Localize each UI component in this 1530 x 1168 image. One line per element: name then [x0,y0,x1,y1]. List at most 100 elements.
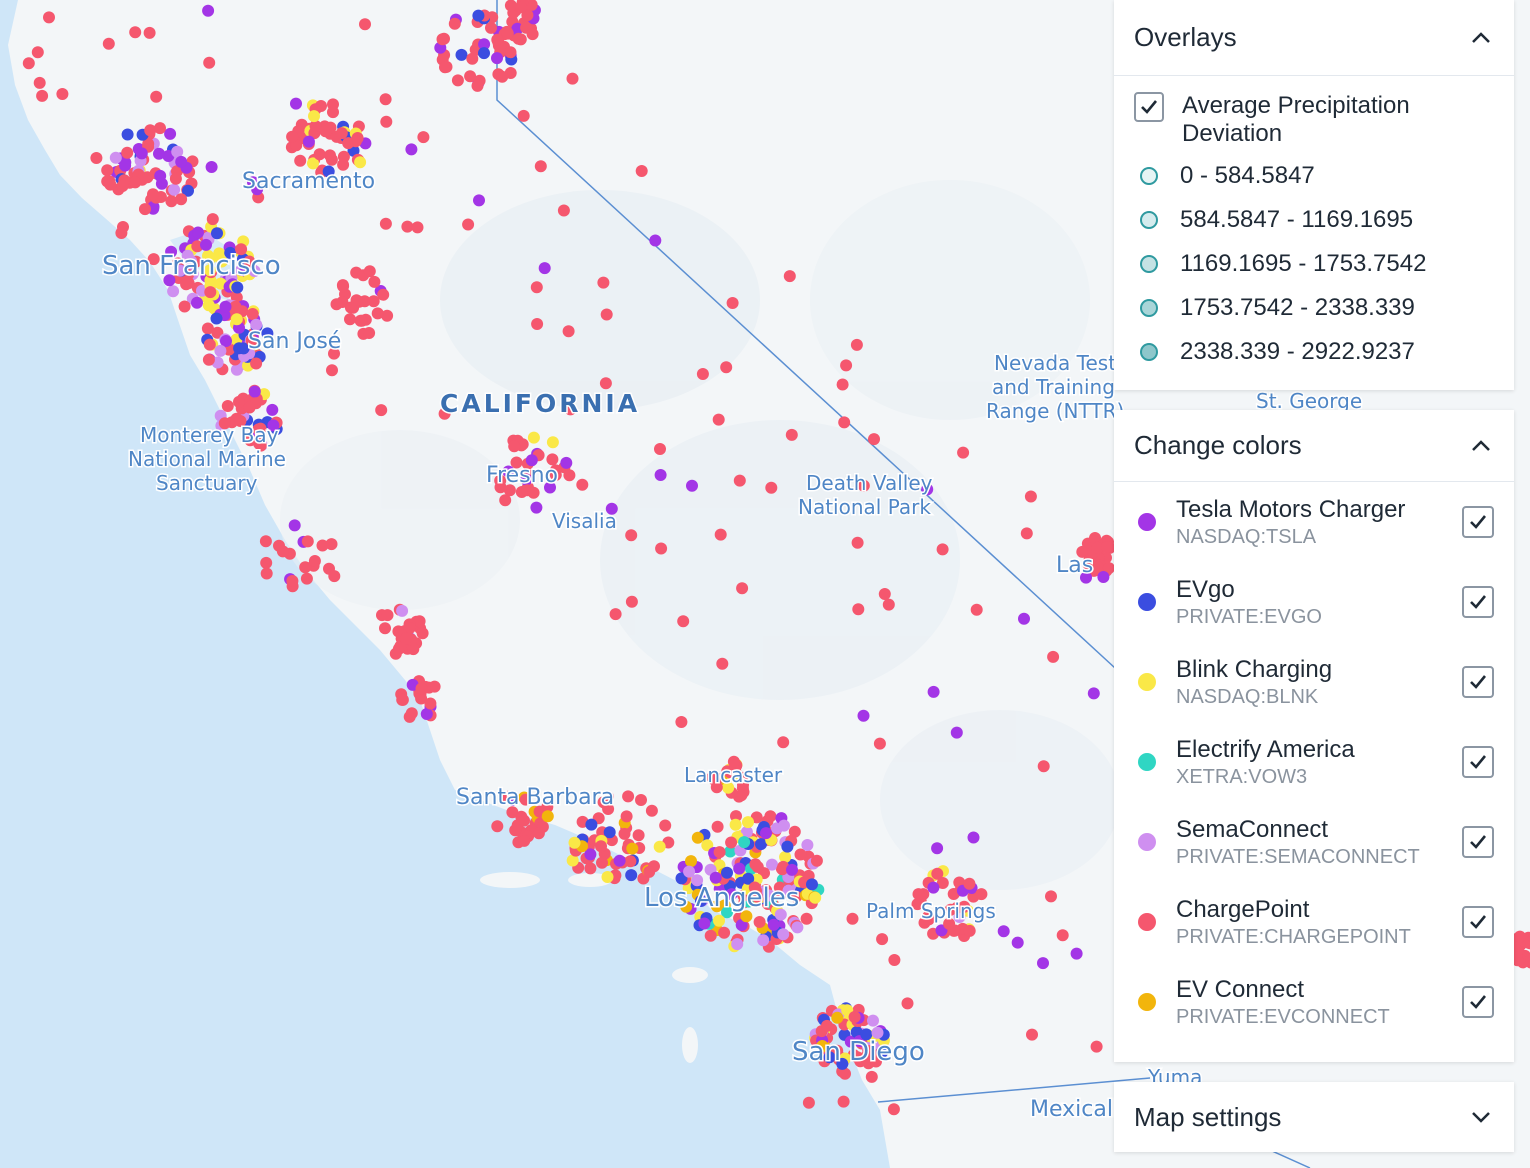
charger-marker[interactable] [527,431,540,444]
charger-marker[interactable] [438,407,451,420]
charger-marker[interactable] [957,446,970,459]
company-row[interactable]: ChargePoint PRIVATE:CHARGEPOINT [1114,882,1514,962]
charger-marker[interactable] [794,848,807,861]
charger-marker[interactable] [266,403,279,416]
charger-marker[interactable] [733,474,746,487]
charger-marker[interactable] [301,535,314,548]
charger-marker[interactable] [848,1011,861,1023]
company-color-swatch-icon[interactable] [1138,673,1156,691]
charger-marker[interactable] [806,878,818,891]
charger-marker[interactable] [220,335,232,347]
charger-marker[interactable] [620,810,633,823]
charger-marker[interactable] [104,178,117,191]
charger-marker[interactable] [506,806,519,819]
company-visibility-checkbox[interactable] [1462,506,1494,538]
charger-marker[interactable] [56,88,69,100]
charger-marker[interactable] [714,528,727,541]
charger-marker[interactable] [101,164,114,177]
charger-marker[interactable] [876,933,889,946]
charger-marker[interactable] [1037,760,1050,773]
charger-marker[interactable] [585,818,598,831]
charger-marker[interactable] [887,1103,900,1116]
charger-marker[interactable] [725,888,738,901]
charger-marker[interactable] [504,46,517,59]
charger-marker[interactable] [563,469,576,482]
charger-marker[interactable] [531,318,544,330]
charger-marker[interactable] [838,416,851,429]
charger-marker[interactable] [244,434,257,447]
charger-marker[interactable] [1076,545,1089,558]
charger-marker[interactable] [1080,571,1092,584]
charger-marker[interactable] [538,262,551,275]
charger-marker[interactable] [308,555,321,567]
charger-marker[interactable] [33,76,46,89]
charger-marker[interactable] [790,890,803,903]
charger-marker[interactable] [171,145,184,158]
charger-marker[interactable] [102,37,115,50]
charger-marker[interactable] [764,810,777,823]
charger-marker[interactable] [871,1026,884,1039]
charger-marker[interactable] [309,120,322,132]
charger-marker[interactable] [420,708,433,720]
charger-marker[interactable] [143,26,156,39]
charger-marker[interactable] [401,220,414,233]
charger-marker[interactable] [763,889,776,902]
charger-marker[interactable] [947,888,960,900]
charger-marker[interactable] [967,831,980,844]
charger-marker[interactable] [710,781,723,794]
charger-marker[interactable] [1511,954,1524,967]
charger-marker[interactable] [215,255,228,268]
charger-marker[interactable] [740,910,753,923]
charger-marker[interactable] [121,128,134,141]
charger-marker[interactable] [411,221,424,234]
charger-marker[interactable] [202,4,215,17]
charger-marker[interactable] [478,38,491,51]
charger-marker[interactable] [205,161,218,173]
charger-marker[interactable] [618,827,631,840]
charger-marker[interactable] [328,347,340,360]
charger-marker[interactable] [165,245,178,258]
charger-marker[interactable] [653,840,666,853]
charger-marker[interactable] [622,790,635,803]
charger-marker[interactable] [363,265,376,278]
charger-marker[interactable] [206,213,219,226]
charger-marker[interactable] [224,246,237,259]
charger-marker[interactable] [379,93,392,106]
charger-marker[interactable] [944,903,957,916]
charger-marker[interactable] [344,313,356,326]
charger-marker[interactable] [251,183,264,196]
charger-marker[interactable] [753,916,766,928]
charger-marker[interactable] [260,567,273,580]
charger-marker[interactable] [1011,936,1024,949]
charger-marker[interactable] [439,61,451,74]
company-row[interactable]: Blink Charging NASDAQ:BLNK [1114,642,1514,722]
charger-marker[interactable] [649,234,662,247]
charger-marker[interactable] [367,295,380,308]
change-colors-header[interactable]: Change colors [1114,410,1514,482]
charger-marker[interactable] [448,17,461,30]
charger-marker[interactable] [508,440,521,453]
charger-marker[interactable] [836,1057,849,1070]
charger-marker[interactable] [413,615,426,628]
charger-marker[interactable] [526,28,539,41]
charger-marker[interactable] [471,79,484,92]
charger-marker[interactable] [888,954,901,966]
charger-marker[interactable] [121,146,134,159]
charger-marker[interactable] [473,194,485,207]
charger-marker[interactable] [963,877,976,890]
charger-marker[interactable] [760,827,772,840]
charger-marker[interactable] [878,588,891,600]
charger-marker[interactable] [560,456,573,469]
charger-marker[interactable] [701,839,714,852]
charger-marker[interactable] [696,368,709,380]
charger-marker[interactable] [400,632,413,645]
charger-marker[interactable] [709,871,722,884]
charger-marker[interactable] [416,627,429,640]
charger-marker[interactable] [379,217,392,230]
charger-marker[interactable] [520,473,533,486]
charger-marker[interactable] [727,755,740,768]
charger-marker[interactable] [710,900,723,913]
charger-marker[interactable] [396,604,409,617]
charger-marker[interactable] [243,401,256,414]
charger-marker[interactable] [541,801,554,813]
